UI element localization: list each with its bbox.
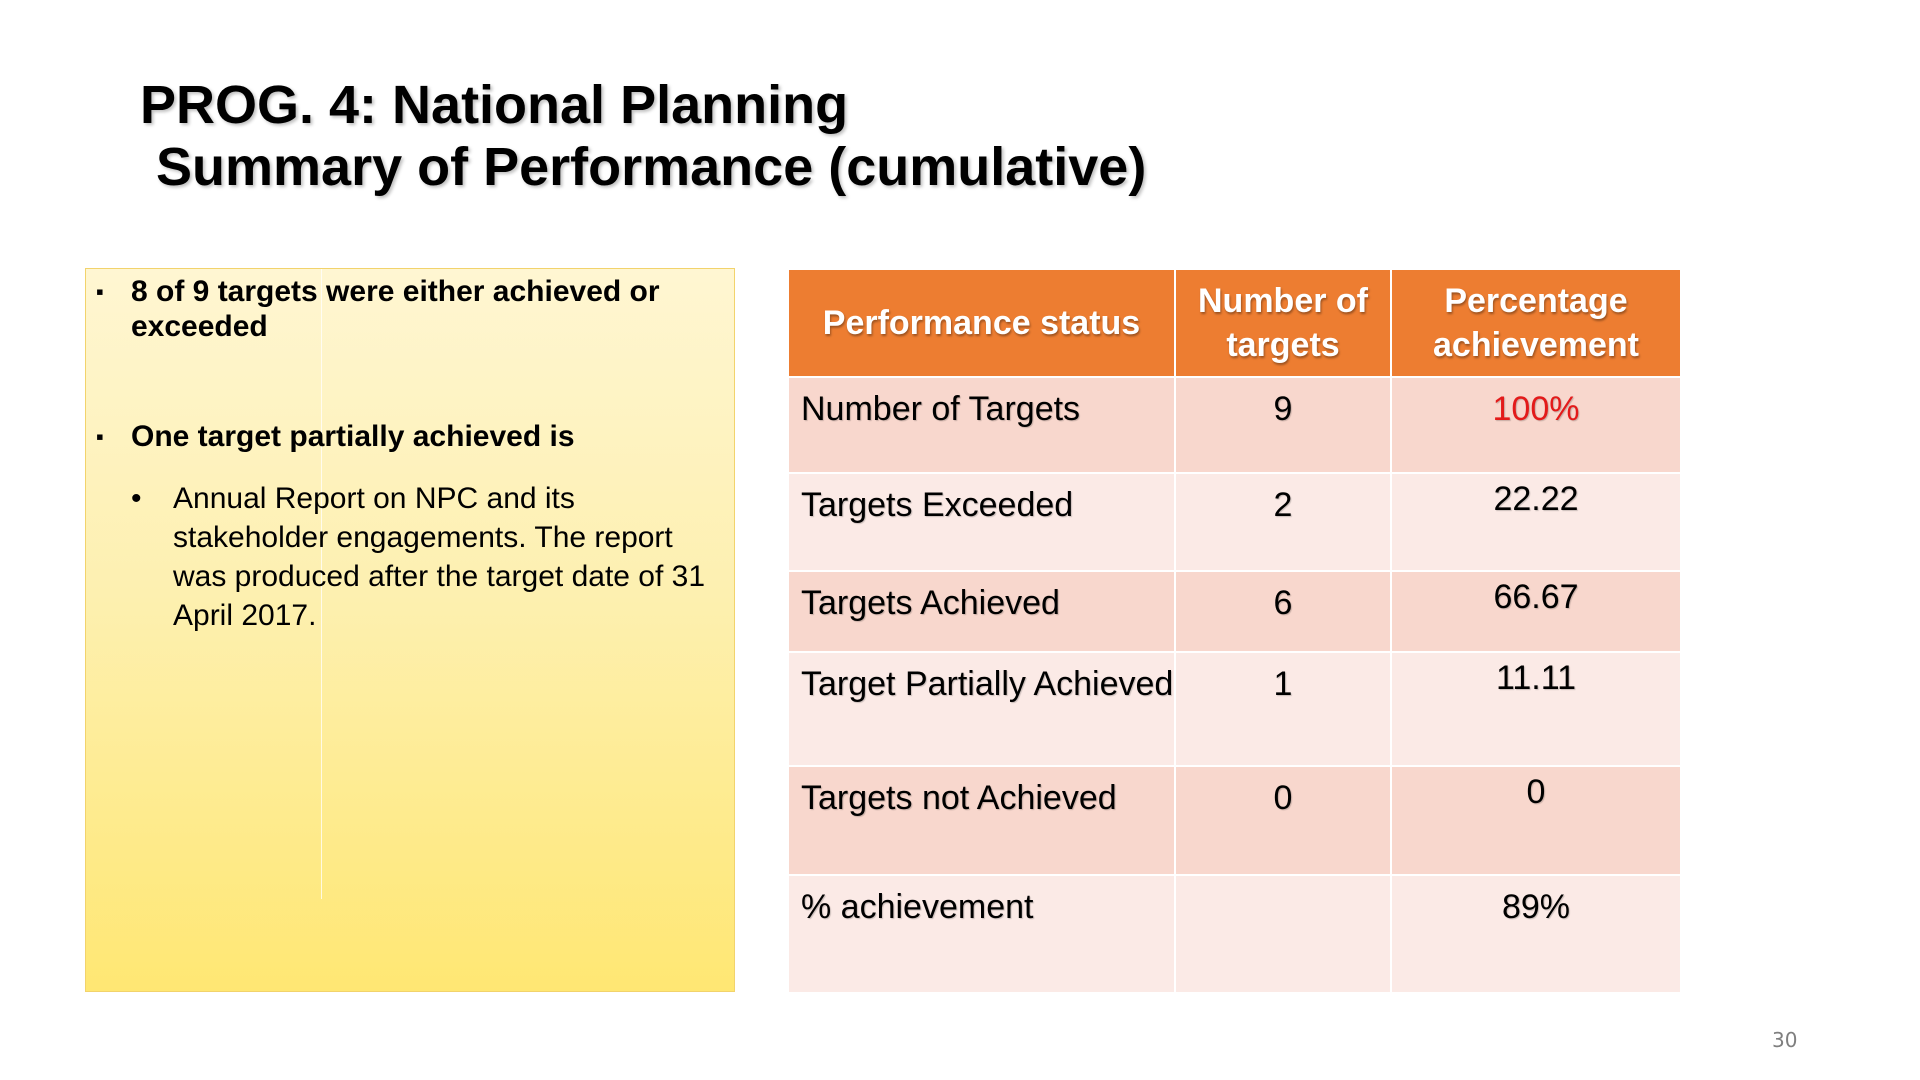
notes-bullet-text: One target partially achieved is xyxy=(131,420,575,453)
cell-performance-status: % achievement xyxy=(787,874,1176,994)
cell-percentage-achievement: 22.22 xyxy=(1390,472,1682,572)
cell-percentage-achievement: 89% xyxy=(1390,874,1682,994)
cell-percentage-achievement: 66.67 xyxy=(1390,570,1682,653)
table-row: Target Partially Achieved 1 11.11 xyxy=(787,651,1682,767)
cell-performance-status: Targets Exceeded xyxy=(787,472,1176,572)
table-row: % achievement 89% xyxy=(787,874,1682,994)
cell-number-of-targets: 2 xyxy=(1174,472,1392,572)
table-row: Targets not Achieved 0 0 xyxy=(787,765,1682,876)
square-bullet-icon: ▪ xyxy=(96,279,104,304)
cell-percentage-achievement: 0 xyxy=(1390,765,1682,876)
round-bullet-icon: • xyxy=(131,482,142,515)
cell-percentage-achievement: 100% xyxy=(1390,376,1682,474)
cell-performance-status: Number of Targets xyxy=(787,376,1176,474)
column-header-percentage-achievement: Percentage achievement xyxy=(1390,268,1682,378)
column-header-performance-status: Performance status xyxy=(787,268,1176,378)
cell-number-of-targets: 6 xyxy=(1174,570,1392,653)
cell-number-of-targets xyxy=(1174,874,1392,994)
slide-title-line-1: PROG. 4: National Planning xyxy=(140,75,849,135)
notes-sub-bullet-text: Annual Report on NPC and its stakeholder… xyxy=(173,482,706,632)
table-header-row: Performance status Number of targets Per… xyxy=(787,268,1682,378)
cell-number-of-targets: 1 xyxy=(1174,651,1392,767)
notes-bullet-text: 8 of 9 targets were either achieved or e… xyxy=(131,275,660,343)
page-number: 30 xyxy=(1772,1028,1798,1052)
cell-performance-status: Targets not Achieved xyxy=(787,765,1176,876)
notes-text-box: ▪ 8 of 9 targets were either achieved or… xyxy=(85,268,735,992)
slide-title: PROG. 4: National Planning Summary of Pe… xyxy=(140,74,1146,198)
cell-percentage-achievement: 11.11 xyxy=(1390,651,1682,767)
cell-number-of-targets: 9 xyxy=(1174,376,1392,474)
cell-performance-status: Target Partially Achieved xyxy=(787,651,1176,767)
cell-number-of-targets: 0 xyxy=(1174,765,1392,876)
table-row: Targets Exceeded 2 22.22 xyxy=(787,472,1682,572)
cell-performance-status: Targets Achieved xyxy=(787,570,1176,653)
decorative-divider xyxy=(321,269,322,899)
square-bullet-icon: ▪ xyxy=(96,424,104,449)
table-row: Targets Achieved 6 66.67 xyxy=(787,570,1682,653)
table-row: Number of Targets 9 100% xyxy=(787,376,1682,474)
column-header-number-of-targets: Number of targets xyxy=(1174,268,1392,378)
performance-summary-table: Performance status Number of targets Per… xyxy=(787,268,1682,994)
slide-title-line-2: Summary of Performance (cumulative) xyxy=(156,137,1147,197)
